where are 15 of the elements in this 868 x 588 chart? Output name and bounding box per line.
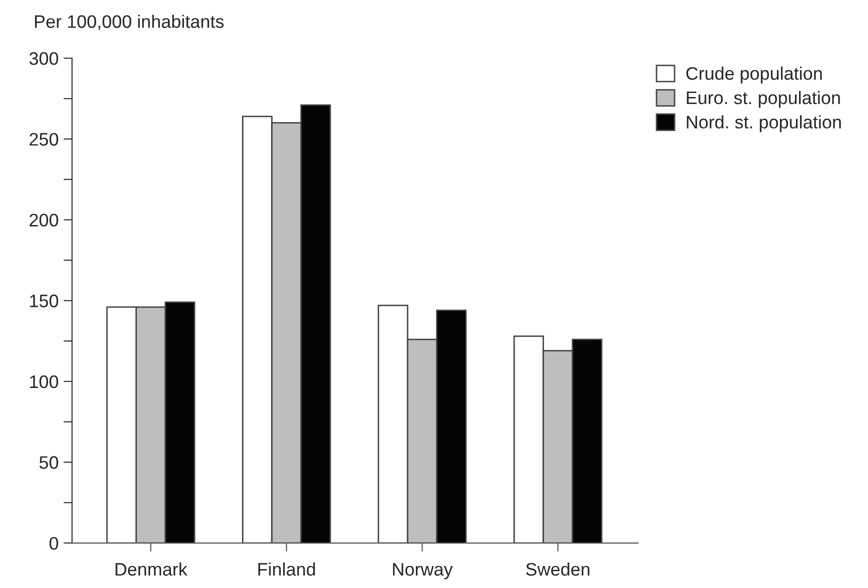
y-tick-label: 250 bbox=[30, 132, 58, 146]
y-tick-label: 0 bbox=[50, 536, 58, 550]
y-tick-label: 100 bbox=[30, 375, 58, 388]
x-tick-label: Norway bbox=[393, 563, 453, 580]
y-tick-label: 50 bbox=[39, 456, 58, 469]
y-tick-label: 300 bbox=[29, 52, 58, 65]
y-tick-label: 200 bbox=[30, 214, 58, 227]
x-tick-label: Sweden bbox=[526, 562, 590, 576]
x-tick-label: Denmark bbox=[116, 562, 188, 576]
legend-label: Nord. st. population bbox=[686, 115, 841, 132]
y-tick-label: 150 bbox=[30, 294, 58, 308]
legend-label: Euro. st. population bbox=[686, 90, 840, 108]
legend-label: Crude population bbox=[686, 66, 822, 84]
y-axis-title: Per 100,000 inhabitants bbox=[35, 14, 224, 30]
x-tick-label: Finland bbox=[258, 562, 315, 576]
